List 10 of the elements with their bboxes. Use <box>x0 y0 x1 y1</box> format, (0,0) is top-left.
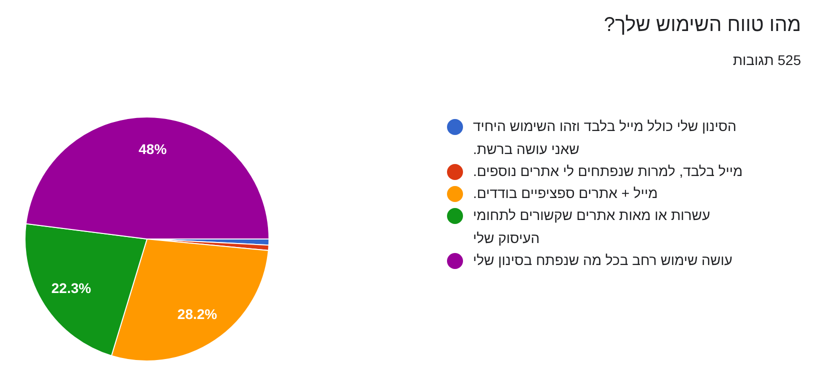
data-label: 48% <box>138 140 168 157</box>
legend-label: עשרות או מאות אתרים שקשורים לתחומי העיסוק שלי <box>473 206 712 248</box>
legend-label: מייל + אתרים ספציפיים בודדים. <box>473 184 659 203</box>
chart-subtitle: 525 תגובות <box>732 52 801 68</box>
legend-label: עושה שימוש רחב בכל מה שנפתח בסינון שלי <box>473 251 734 270</box>
data-label: 28.2% <box>177 306 218 322</box>
data-label: 22.3% <box>51 280 92 296</box>
legend-label: מייל בלבד, למרות שנפתחים לי אתרים נוספים. <box>473 162 744 181</box>
legend-label: הסינון שלי כולל מייל בלבד וזהו השימוש היחיד שאני עושה ברשת. <box>473 117 738 159</box>
chart-title: מהו טווח השימוש שלך? <box>604 14 801 37</box>
